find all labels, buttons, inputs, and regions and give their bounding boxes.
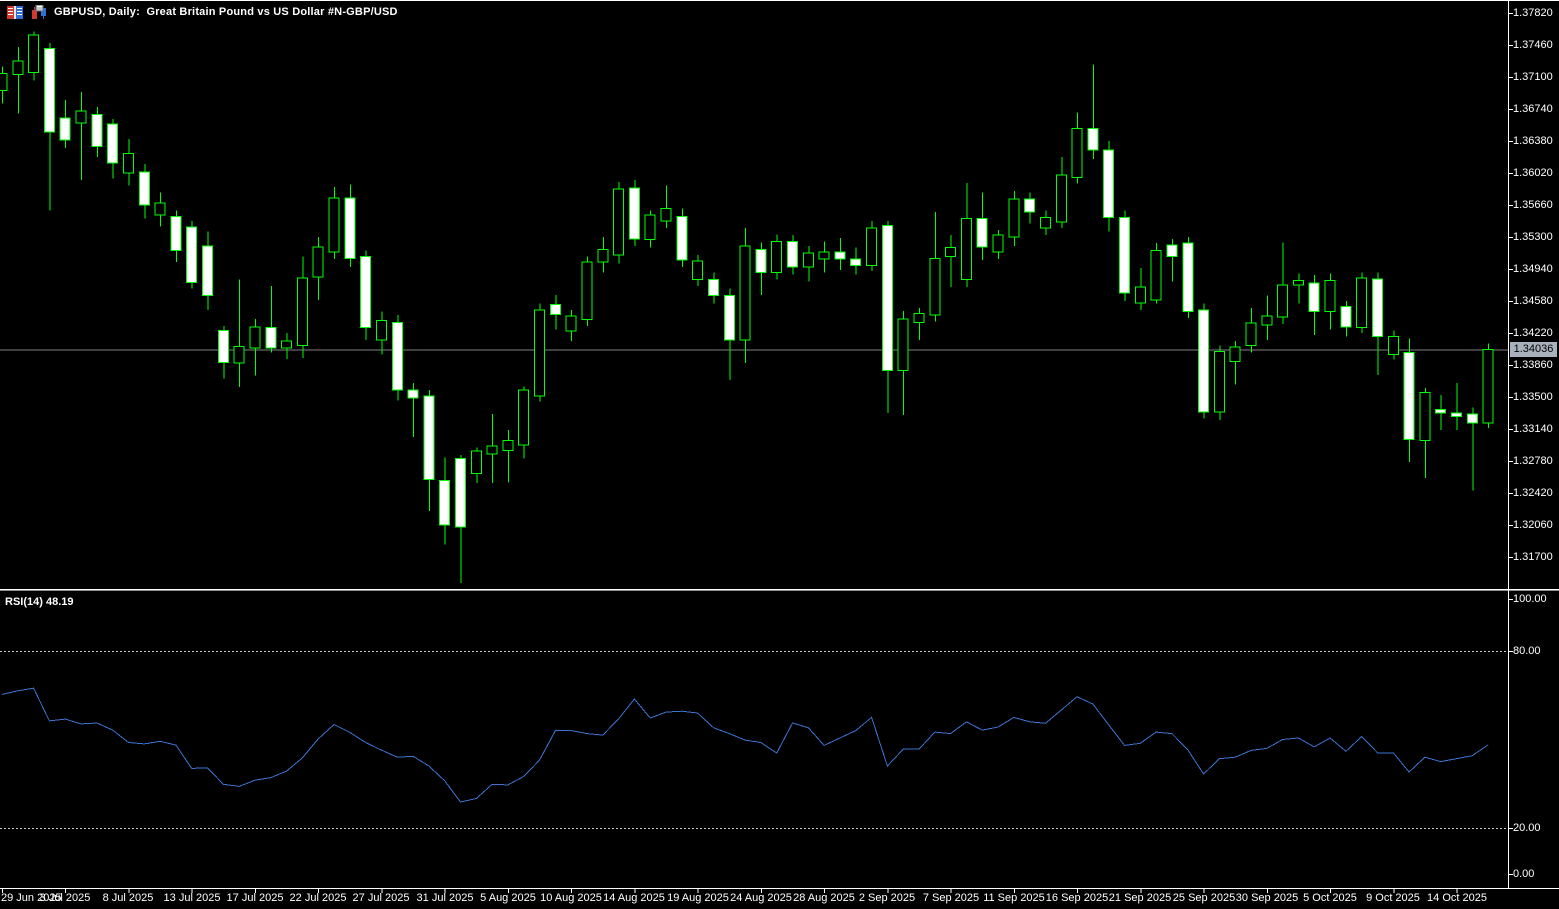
rsi-indicator-label: RSI(14) 48.19 — [5, 596, 74, 608]
date-tick-label: 11 Sep 2025 — [983, 892, 1045, 904]
price-tick-label: 1.36020 — [1513, 167, 1553, 179]
date-tick-label: 25 Sep 2025 — [1172, 892, 1236, 904]
price-tick-label: 1.34580 — [1513, 295, 1553, 307]
market-watch-icon — [6, 4, 24, 20]
current-price-badge: 1.34036 — [1510, 342, 1557, 357]
rsi-level-label: 100.00 — [1513, 593, 1547, 605]
chart-titlebar: GBPUSD, Daily: Great Britain Pound vs US… — [6, 2, 398, 22]
date-tick-label: 7 Sep 2025 — [922, 892, 980, 904]
price-tick-label: 1.34940 — [1513, 263, 1553, 275]
price-tick-label: 1.32780 — [1513, 455, 1553, 467]
price-tick-label: 1.31700 — [1513, 551, 1553, 563]
date-tick-label: 22 Jul 2025 — [289, 892, 347, 904]
price-tick-label: 1.36740 — [1513, 103, 1553, 115]
date-tick-label: 14 Oct 2025 — [1427, 892, 1487, 904]
rsi-level-label: 80.00 — [1513, 645, 1541, 657]
price-tick-label: 1.37820 — [1513, 7, 1553, 19]
price-tick-label: 1.33140 — [1513, 423, 1553, 435]
price-tick-label: 1.37100 — [1513, 71, 1553, 83]
rsi-level-label: 20.00 — [1513, 822, 1541, 834]
date-tick-label: 27 Jul 2025 — [352, 892, 410, 904]
date-tick-label: 24 Aug 2025 — [730, 892, 792, 904]
date-tick-label: 16 Sep 2025 — [1045, 892, 1109, 904]
price-tick-label: 1.32420 — [1513, 487, 1553, 499]
date-tick-label: 2 Sep 2025 — [858, 892, 916, 904]
price-tick-label: 1.37460 — [1513, 39, 1553, 51]
rsi-level-label: 0.00 — [1513, 868, 1535, 880]
date-tick-label: 28 Aug 2025 — [793, 892, 855, 904]
price-tick-label: 1.32060 — [1513, 519, 1553, 531]
price-tick-label: 1.33500 — [1513, 391, 1553, 403]
price-tick-label: 1.36380 — [1513, 135, 1553, 147]
chart-title: GBPUSD, Daily: Great Britain Pound vs US… — [54, 6, 398, 18]
date-tick-label: 21 Sep 2025 — [1108, 892, 1172, 904]
date-tick-label: 17 Jul 2025 — [226, 892, 284, 904]
price-tick-label: 1.33860 — [1513, 359, 1553, 371]
panel-splitter[interactable] — [0, 588, 1559, 592]
price-tick-label: 1.35300 — [1513, 231, 1553, 243]
date-tick-label: 13 Jul 2025 — [163, 892, 221, 904]
date-tick-label: 31 Jul 2025 — [416, 892, 474, 904]
time-scale[interactable]: 29 Jun 2025 3 Jul 2025 8 Jul 2025 13 Jul 20… — [0, 888, 1559, 909]
date-tick-label: 29 Jun 2025 — [1, 892, 62, 904]
date-tick-label: 3 Jul 2025 — [39, 892, 91, 904]
date-tick-label: 14 Aug 2025 — [603, 892, 665, 904]
date-tick-label: 5 Aug 2025 — [480, 892, 536, 904]
date-tick-label: 19 Aug 2025 — [667, 892, 729, 904]
date-tick-label: 5 Oct 2025 — [1303, 892, 1357, 904]
date-tick-label: 8 Jul 2025 — [102, 892, 154, 904]
date-tick-label: 9 Oct 2025 — [1366, 892, 1420, 904]
price-tick-label: 1.35660 — [1513, 199, 1553, 211]
price-scale[interactable]: 1.37820 1.37460 1.37100 1.36740 1.36380 1.360… — [1508, 0, 1559, 888]
date-tick-label: 10 Aug 2025 — [540, 892, 602, 904]
candlestick-chart-icon — [31, 4, 47, 20]
date-tick-label: 30 Sep 2025 — [1235, 892, 1299, 904]
price-tick-label: 1.34220 — [1513, 327, 1553, 339]
